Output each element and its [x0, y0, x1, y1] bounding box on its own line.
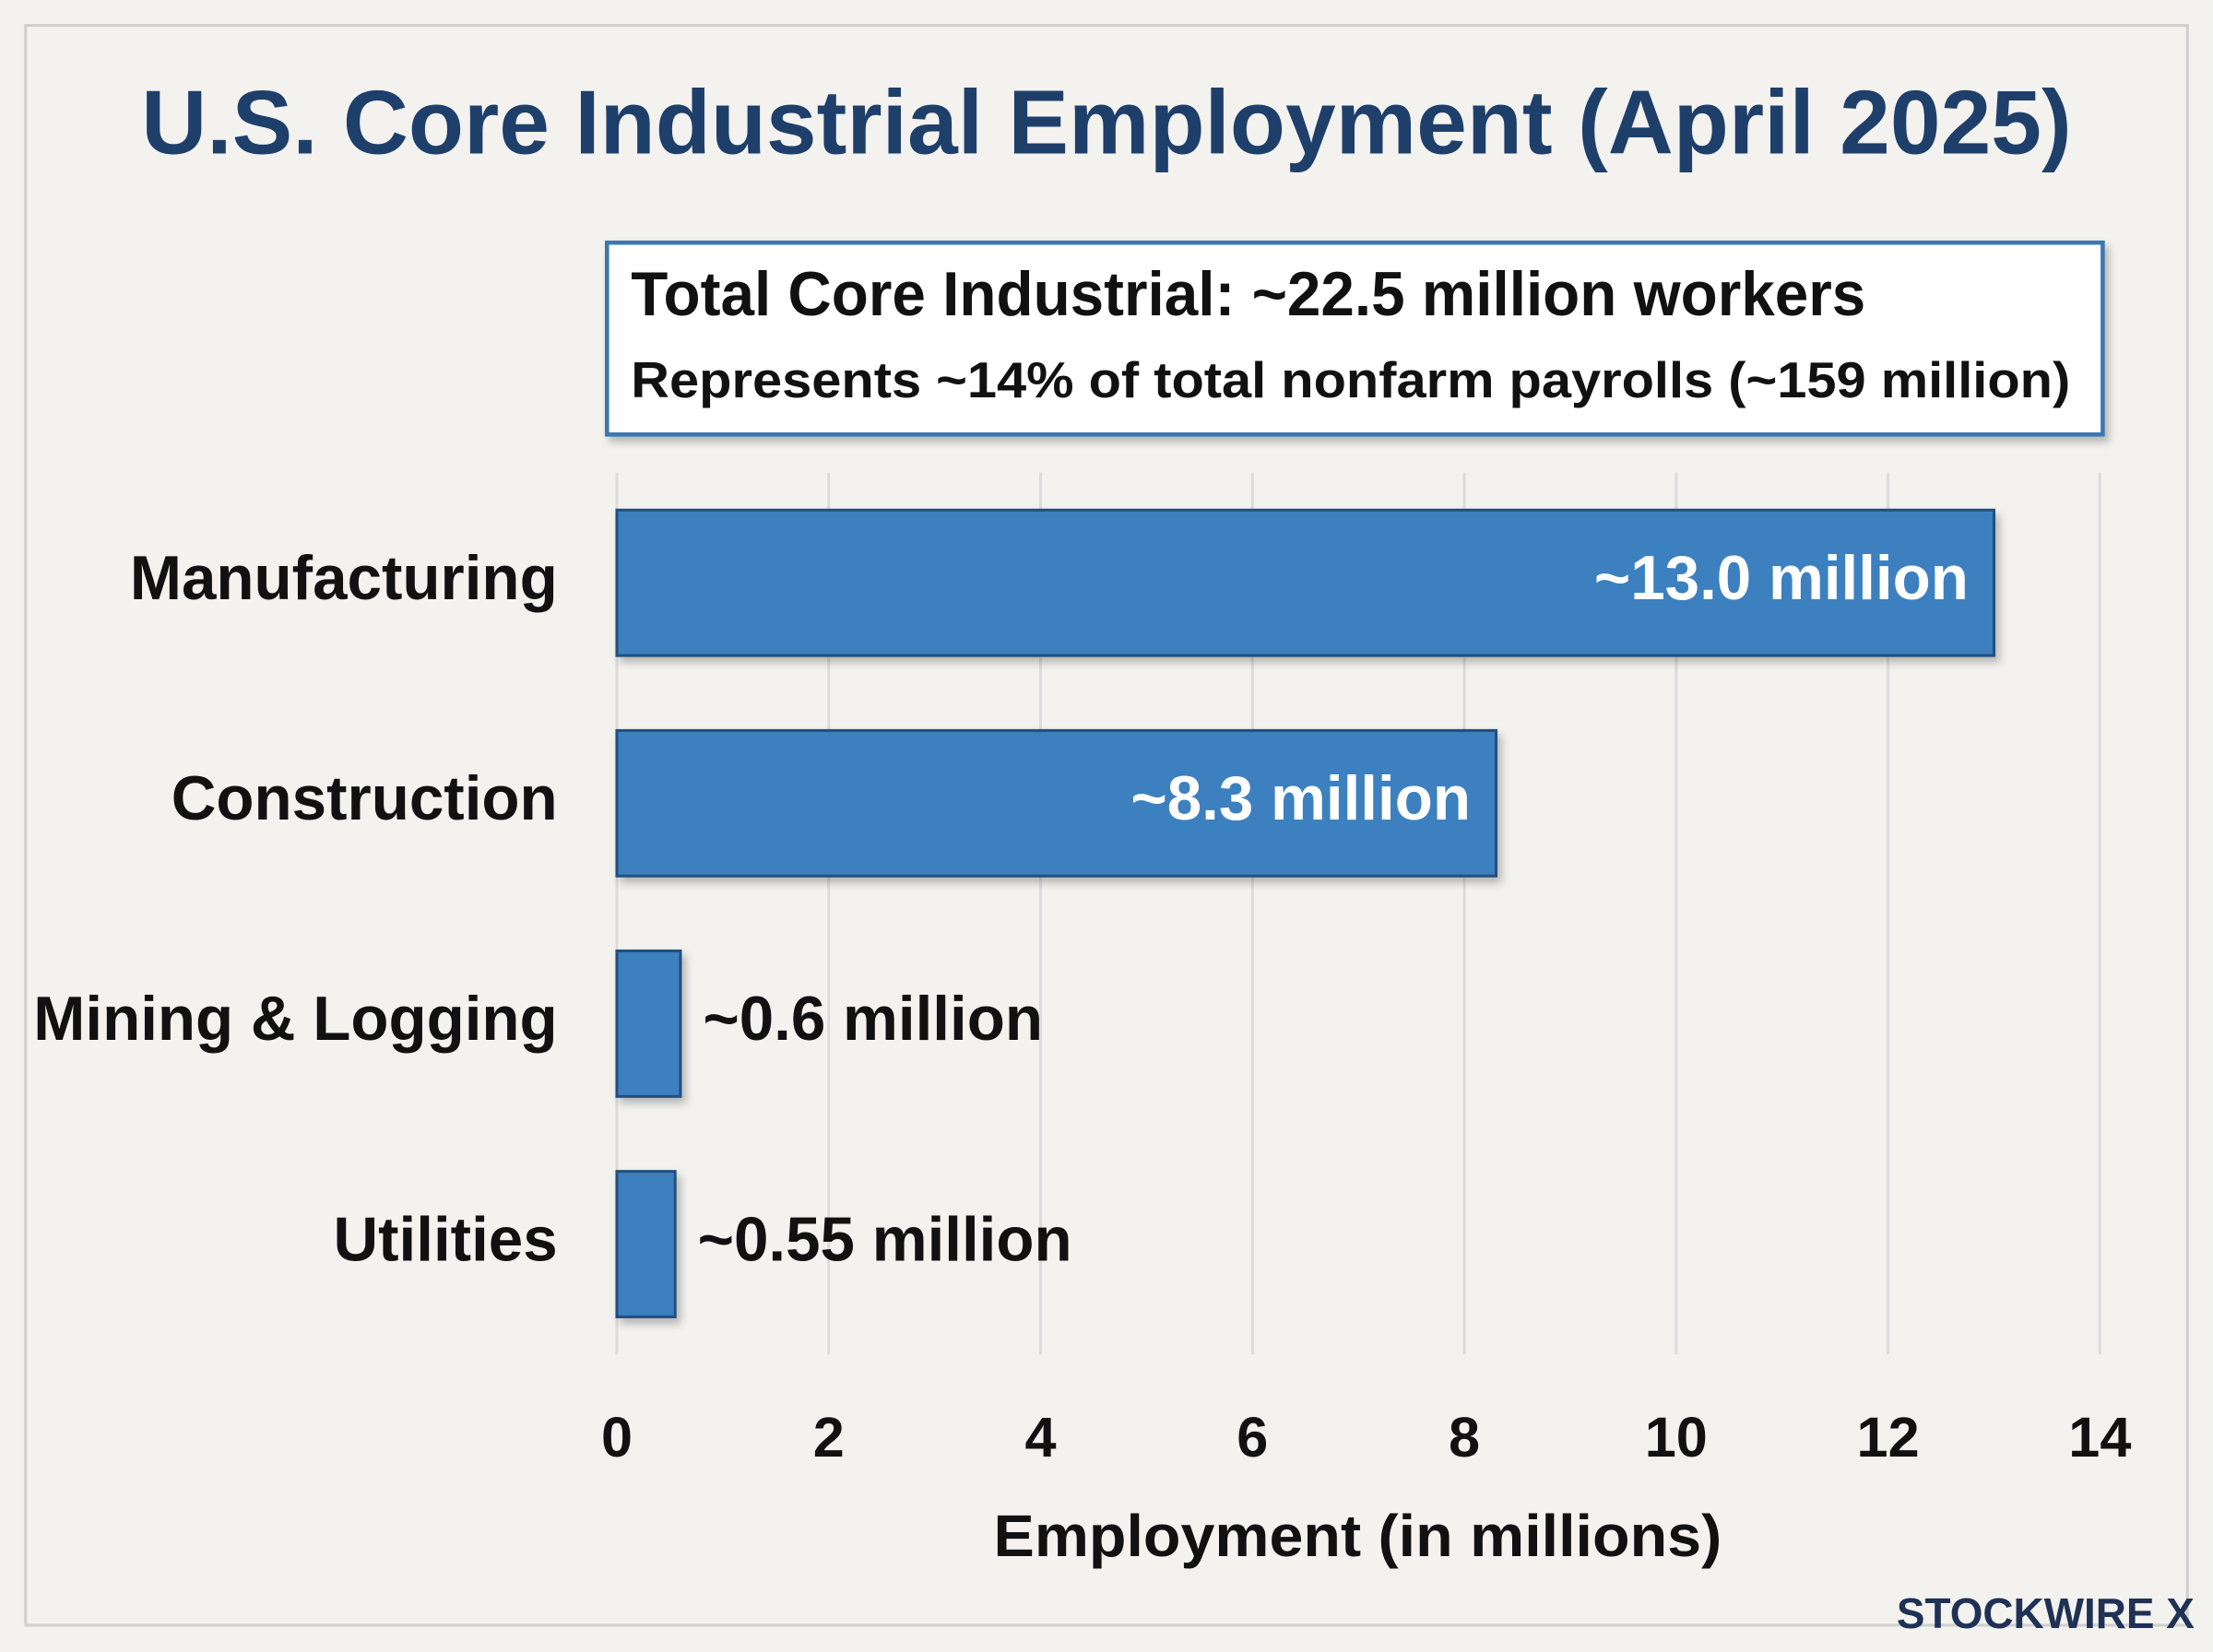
annotation-box [604, 240, 2105, 437]
x-axis-label: Employment (in millions) [994, 1503, 1722, 1569]
y-tick-label: Mining & Logging [33, 985, 557, 1054]
y-tick-label: Utilities [334, 1205, 558, 1274]
annotation-line: Total Core Industrial: ~22.5 million wor… [631, 260, 1865, 329]
value-label: ~0.55 million [698, 1205, 1072, 1274]
x-tick-label: 4 [1024, 1406, 1056, 1469]
x-tick-label: 0 [601, 1406, 633, 1469]
value-label: ~13.0 million [1594, 544, 1969, 613]
bar [615, 949, 682, 1098]
value-label: ~8.3 million [1130, 764, 1471, 833]
value-label: ~0.6 million [703, 985, 1043, 1054]
x-tick-label: 2 [813, 1406, 845, 1469]
bar [615, 1170, 677, 1318]
y-tick-label: Manufacturing [130, 544, 558, 613]
x-tick-label: 14 [2068, 1406, 2131, 1469]
x-tick-label: 6 [1237, 1406, 1268, 1469]
frame [24, 24, 2189, 1627]
bar [615, 508, 1995, 657]
y-tick-label: Construction [172, 764, 558, 833]
annotation-line: Represents ~14% of total nonfarm payroll… [631, 351, 2070, 408]
chart-title: U.S. Core Industrial Employment (April 2… [141, 72, 2071, 173]
bar [615, 728, 1498, 878]
watermark: STOCKWIRE X [1897, 1589, 2195, 1637]
x-tick-label: 8 [1449, 1406, 1480, 1469]
x-tick-label: 12 [1857, 1406, 1920, 1469]
x-tick-label: 10 [1645, 1406, 1708, 1469]
